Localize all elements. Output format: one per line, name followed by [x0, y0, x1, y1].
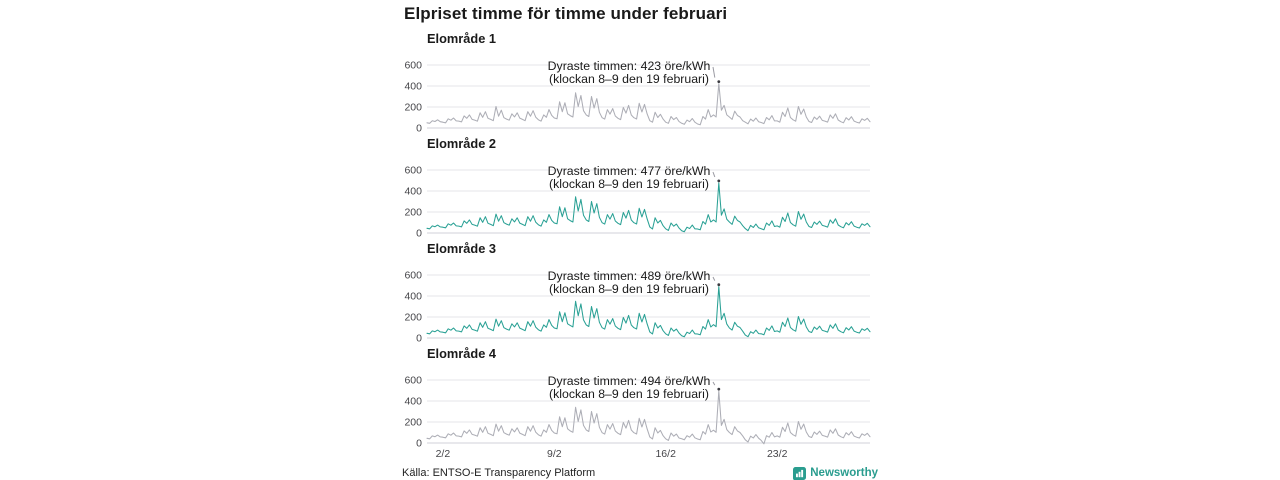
y-tick-label: 0 — [416, 122, 422, 134]
chart-section-elomrade-3: Elområde 3 0 200 400 600 Dyraste timmen: 489… — [402, 241, 878, 344]
peak-dot — [717, 179, 721, 182]
source-credit: Källa: ENTSO-E Transparency Platform — [402, 467, 596, 480]
footer: Källa: ENTSO-E Transparency Platform New… — [402, 466, 878, 480]
price-line-series — [426, 182, 871, 232]
y-tick-label: 400 — [404, 80, 422, 92]
x-tick-label: 9/2 — [547, 448, 562, 460]
y-tick-label: 200 — [404, 311, 422, 323]
chart-section-elomrade-1: Elområde 1 0 200 400 600 Dyraste timmen: 423… — [402, 31, 878, 134]
y-tick-label: 600 — [404, 269, 422, 281]
y-tick-label: 400 — [404, 185, 422, 197]
logo-text: Newsworthy — [810, 467, 878, 480]
price-line-series — [426, 82, 871, 125]
annotation-pointer — [712, 381, 716, 386]
x-tick-label: 16/2 — [655, 448, 676, 460]
elomrade-1-chart: 0 200 400 600 Dyraste timmen: 423 öre/kWh(kl… — [404, 59, 871, 134]
y-tick-label: 0 — [416, 437, 422, 449]
newsworthy-logo[interactable]: Newsworthy — [793, 466, 878, 480]
y-tick-label: 600 — [404, 164, 422, 176]
x-tick-label: 2/2 — [436, 448, 451, 460]
y-tick-label: 400 — [404, 395, 422, 407]
elomrade-4-chart: 0 200 400 600 Dyraste timmen: 494 öre/kWh(kl… — [404, 374, 871, 460]
annotation-line2: (klockan 8–9 den 19 februari) — [549, 72, 709, 86]
chart-subtitle: Elområde 4 — [427, 346, 496, 362]
figure-container: Elpriset timme för timme under februari … — [402, 0, 878, 480]
annotation-pointer — [712, 276, 716, 281]
y-tick-label: 200 — [404, 206, 422, 218]
chart-subtitle: Elområde 2 — [427, 136, 496, 152]
annotation-line1: Dyraste timmen: 494 öre/kWh — [548, 374, 711, 388]
y-tick-label: 200 — [404, 101, 422, 113]
elomrade-3-chart: 0 200 400 600 Dyraste timmen: 489 öre/kWh(kl… — [404, 269, 871, 344]
x-tick-label: 23/2 — [767, 448, 788, 460]
annotation-line2: (klockan 8–9 den 19 februari) — [549, 282, 709, 296]
annotation-line2: (klockan 8–9 den 19 februari) — [549, 387, 709, 401]
annotation-line1: Dyraste timmen: 423 öre/kWh — [548, 59, 711, 73]
y-tick-label: 600 — [404, 59, 422, 71]
price-line-series — [426, 285, 871, 337]
annotation-line1: Dyraste timmen: 477 öre/kWh — [548, 164, 711, 178]
page-title: Elpriset timme för timme under februari — [404, 4, 728, 23]
peak-dot — [717, 282, 721, 286]
price-line-series — [426, 390, 871, 444]
bar-chart-bubble-icon — [793, 466, 807, 480]
elomrade-2-chart: 0 200 400 600 Dyraste timmen: 477 öre/kWh(kl… — [404, 164, 871, 239]
peak-dot — [717, 79, 721, 83]
annotation-line2: (klockan 8–9 den 19 februari) — [549, 177, 709, 191]
y-tick-label: 0 — [416, 227, 422, 239]
peak-dot — [717, 387, 721, 391]
y-tick-label: 0 — [416, 332, 422, 344]
chart-subtitle: Elområde 3 — [427, 241, 496, 257]
y-tick-label: 400 — [404, 290, 422, 302]
chart-subtitle: Elområde 1 — [427, 31, 496, 47]
chart-section-elomrade-2: Elområde 2 0 200 400 600 Dyraste timmen: 477… — [402, 136, 878, 239]
annotation-pointer — [712, 66, 716, 78]
y-tick-label: 200 — [404, 416, 422, 428]
annotation-line1: Dyraste timmen: 489 öre/kWh — [548, 269, 711, 283]
chart-section-elomrade-4: Elområde 4 0 200 400 600 Dyraste timmen: 494… — [402, 346, 878, 465]
annotation-pointer — [712, 171, 716, 177]
y-tick-label: 600 — [404, 374, 422, 386]
